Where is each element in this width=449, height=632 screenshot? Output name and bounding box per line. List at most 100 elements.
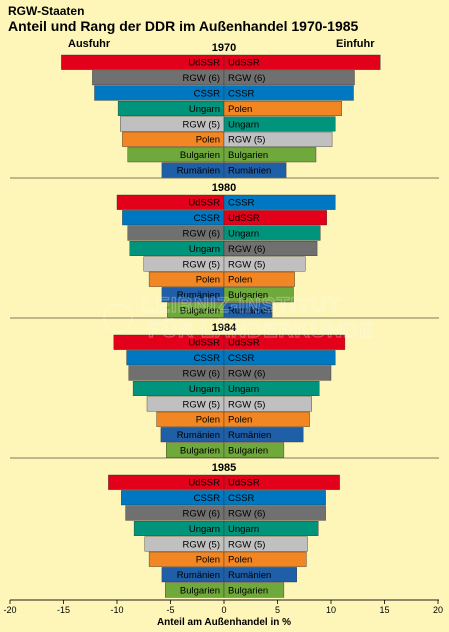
import-bar-rgw-6-1985 (223, 505, 326, 521)
import-bar-bulgarien-1984 (223, 442, 285, 458)
import-bar-polen-1970 (223, 100, 342, 116)
import-bar-rgw-5-1980 (223, 256, 306, 272)
import-label-ungarn-1984: Ungarn (228, 384, 259, 395)
panel-1970: 1970 UdSSR RGW (6) CSSR Ungarn RGW (5) Polen Bu… (10, 42, 439, 179)
export-label-cssr-1970: CSSR (194, 89, 221, 100)
import-bar-rgw-5-1985 (223, 536, 308, 552)
export-label-polen-1980: Polen (196, 275, 220, 286)
import-label-rgw-6-1970: RGW (6) (228, 73, 265, 84)
import-label-bulgarien-1970: Bulgarien (228, 150, 268, 161)
import-bar-polen-1984 (223, 411, 310, 427)
import-label-udssr-1985: UdSSR (228, 478, 260, 489)
import-bar-rumaenien-1980 (223, 302, 273, 318)
export-label-polen-1970: Polen (196, 135, 220, 146)
import-label-cssr-1985: CSSR (228, 493, 255, 504)
export-label-cssr-1984: CSSR (194, 353, 221, 364)
export-label-polen-1985: Polen (196, 555, 220, 566)
import-bar-rgw-5-1984 (223, 396, 312, 412)
import-heading: Einfuhr (336, 38, 375, 50)
x-tick-label: 20 (433, 605, 443, 615)
panel-1980: 1980 UdSSR CSSR RGW (6) Ungarn RGW (5) Polen Ru… (10, 182, 439, 319)
import-bar-rgw-6-1984 (223, 365, 332, 381)
export-heading: Ausfuhr (68, 38, 111, 50)
export-label-rumaenien-1985: Rumänien (177, 570, 220, 581)
import-label-udssr-1970: UdSSR (228, 58, 260, 69)
import-label-rgw-5-1980: RGW (5) (228, 259, 265, 270)
x-tick-label: -15 (57, 605, 70, 615)
import-label-bulgarien-1984: Bulgarien (228, 446, 268, 457)
export-label-rgw-6-1980: RGW (6) (183, 229, 220, 240)
import-bar-udssr-1984 (223, 334, 346, 350)
import-label-polen-1970: Polen (228, 104, 252, 115)
import-label-rgw-5-1970: RGW (5) (228, 135, 265, 146)
export-label-rgw-6-1970: RGW (6) (183, 73, 220, 84)
import-bar-bulgarien-1980 (223, 287, 294, 303)
import-bar-polen-1980 (223, 271, 295, 287)
export-label-bulgarien-1984: Bulgarien (180, 446, 220, 457)
import-label-polen-1984: Polen (228, 415, 252, 426)
export-label-udssr-1970: UdSSR (188, 58, 220, 69)
x-tick-label: 0 (221, 605, 226, 615)
x-tick-label: -5 (166, 605, 174, 615)
import-bar-cssr-1970 (223, 85, 354, 101)
export-label-rgw-5-1984: RGW (5) (183, 399, 220, 410)
import-label-cssr-1970: CSSR (228, 89, 255, 100)
import-label-rgw-6-1985: RGW (6) (228, 509, 265, 520)
export-label-rgw-5-1985: RGW (5) (183, 539, 220, 550)
chart-panels: 1970 UdSSR RGW (6) CSSR Ungarn RGW (5) Polen Bu… (10, 42, 439, 601)
import-bar-udssr-1980 (223, 210, 327, 226)
chart-title: Anteil und Rang der DDR im Außenhandel 1… (8, 18, 359, 34)
x-tick-label: -10 (110, 605, 123, 615)
import-label-bulgarien-1980: Bulgarien (228, 290, 268, 301)
export-label-bulgarien-1980: Bulgarien (180, 306, 220, 317)
export-label-cssr-1985: CSSR (194, 493, 221, 504)
x-tick-label: 5 (275, 605, 280, 615)
export-label-rgw-6-1985: RGW (6) (183, 509, 220, 520)
import-bar-ungarn-1980 (223, 225, 321, 241)
import-label-rgw-5-1985: RGW (5) (228, 539, 265, 550)
import-label-ungarn-1980: Ungarn (228, 229, 259, 240)
export-label-ungarn-1984: Ungarn (189, 384, 220, 395)
export-label-rgw-5-1970: RGW (5) (183, 119, 220, 130)
import-bar-cssr-1985 (223, 490, 326, 506)
import-bar-udssr-1970 (223, 54, 381, 70)
export-label-rumaenien-1984: Rumänien (177, 430, 220, 441)
import-label-polen-1980: Polen (228, 275, 252, 286)
export-label-rgw-5-1980: RGW (5) (183, 259, 220, 270)
export-label-bulgarien-1970: Bulgarien (180, 150, 220, 161)
import-label-ungarn-1970: Ungarn (228, 119, 259, 130)
export-label-ungarn-1985: Ungarn (189, 524, 220, 535)
import-bar-ungarn-1970 (223, 116, 336, 132)
export-label-udssr-1984: UdSSR (188, 338, 220, 349)
x-tick-label: -20 (3, 605, 16, 615)
import-label-cssr-1980: CSSR (228, 198, 255, 209)
x-axis: -20 -15 -10 -5 0 5 10 15 20 Anteil am Außenhandel… (3, 599, 443, 628)
export-label-bulgarien-1985: Bulgarien (180, 586, 220, 597)
export-label-rgw-6-1984: RGW (6) (183, 369, 220, 380)
import-label-rumaenien-1985: Rumänien (228, 570, 271, 581)
import-bar-udssr-1985 (223, 474, 340, 490)
export-label-rumaenien-1970: Rumänien (177, 166, 220, 177)
import-label-rumaenien-1984: Rumänien (228, 430, 271, 441)
import-bar-ungarn-1984 (223, 381, 320, 397)
import-label-rumaenien-1980: Rumänien (228, 306, 271, 317)
import-label-udssr-1980: UdSSR (228, 213, 260, 224)
import-bar-cssr-1980 (223, 194, 336, 210)
import-label-cssr-1984: CSSR (228, 353, 255, 364)
import-bar-rgw-6-1970 (223, 70, 355, 86)
export-label-ungarn-1970: Ungarn (189, 104, 220, 115)
export-label-cssr-1980: CSSR (194, 213, 221, 224)
import-bar-rumaenien-1985 (223, 567, 298, 583)
import-bar-rgw-6-1980 (223, 240, 318, 256)
export-label-rumaenien-1980: Rumänien (177, 290, 220, 301)
import-label-polen-1985: Polen (228, 555, 252, 566)
watermark: LEIBNIZ-INSTITUT FÜR LÄNDERKUNDE (103, 293, 374, 343)
import-label-ungarn-1985: Ungarn (228, 524, 259, 535)
export-label-udssr-1985: UdSSR (188, 478, 220, 489)
copyright-icon (103, 303, 133, 333)
panel-1984: 1984 UdSSR CSSR RGW (6) Ungarn RGW (5) Polen Ru… (10, 322, 439, 459)
x-tick-label: 15 (379, 605, 389, 615)
import-label-bulgarien-1985: Bulgarien (228, 586, 268, 597)
chart-supertitle: RGW-Staaten (8, 4, 84, 18)
